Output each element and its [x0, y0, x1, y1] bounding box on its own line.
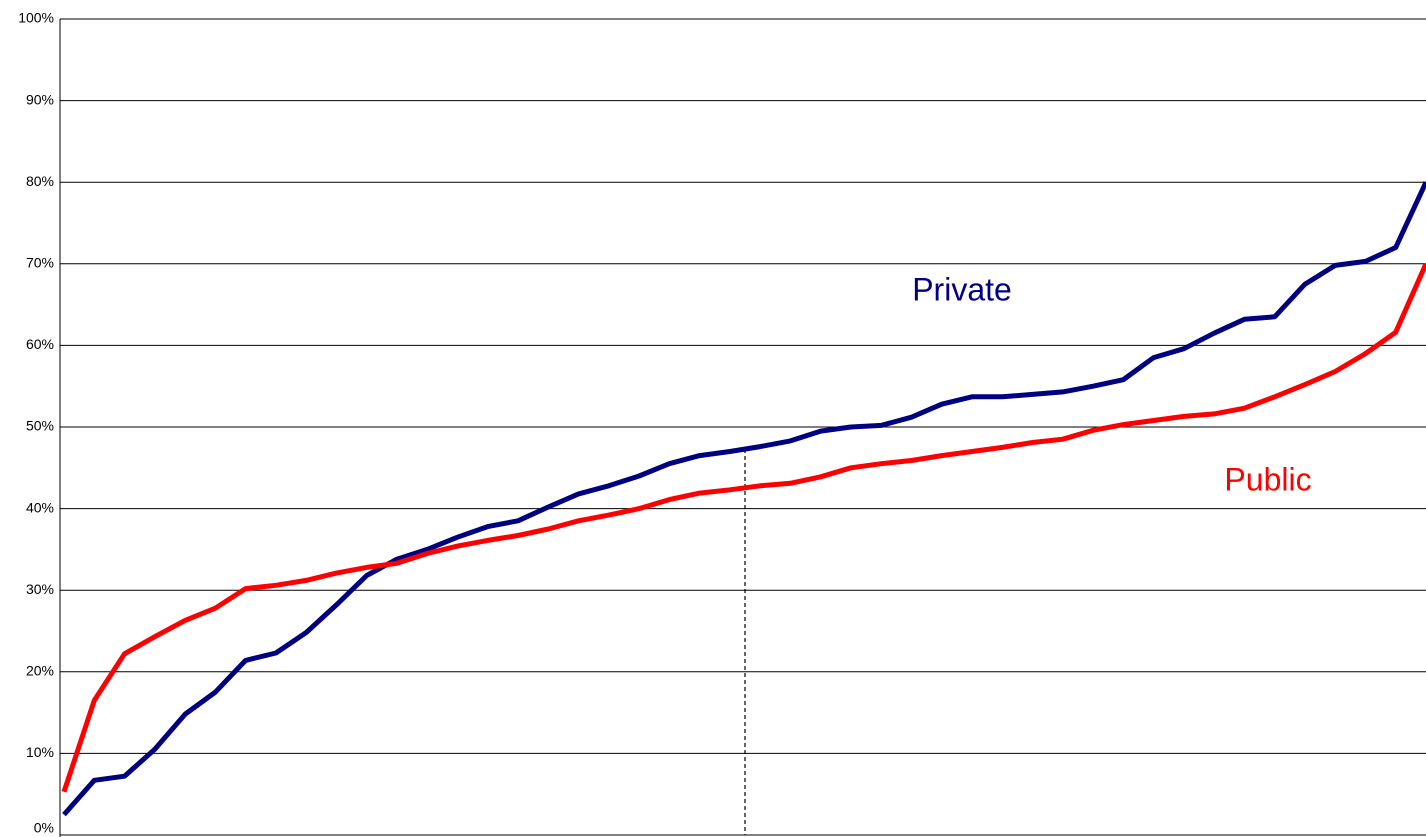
y-tick-label: 90%	[26, 91, 54, 107]
y-tick-label: 40%	[26, 499, 54, 515]
series-line	[61, 262, 1426, 793]
plot	[61, 181, 1426, 835]
y-tick-label: 60%	[26, 336, 54, 352]
series-label: Public	[1224, 461, 1311, 497]
y-tick-label: 0%	[34, 820, 54, 836]
series-label: Private	[912, 271, 1012, 307]
y-tick-label: 10%	[26, 744, 54, 760]
y-tick-label: 30%	[26, 581, 54, 597]
y-tick-label: 70%	[26, 255, 54, 271]
y-tick-label: 20%	[26, 663, 54, 679]
series-line	[62, 181, 1426, 817]
grid: 0% 10% 20% 30% 40% 50% 60% 70% 80% 90% 100%	[18, 10, 1426, 836]
y-tick-label: 50%	[26, 418, 54, 434]
y-tick-label: 100%	[18, 10, 54, 26]
y-tick-label: 80%	[26, 173, 54, 189]
